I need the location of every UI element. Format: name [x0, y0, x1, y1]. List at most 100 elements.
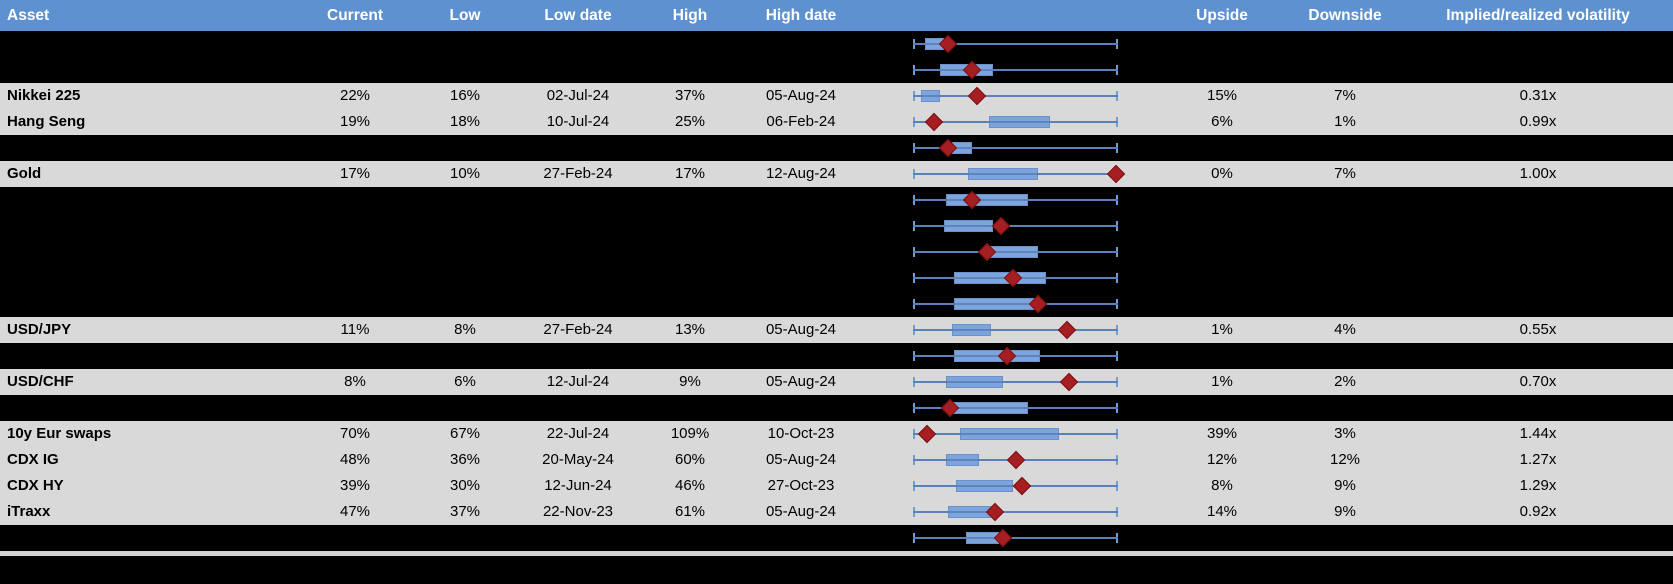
cell-low-date	[503, 265, 653, 291]
cell-high: 61%	[674, 503, 706, 520]
cell-low: 8%	[454, 321, 476, 338]
cell-high	[640, 343, 740, 369]
cell-upside	[1162, 213, 1282, 239]
whisker-line-overlay	[913, 173, 1118, 175]
asset-label	[7, 239, 299, 265]
cell-high-date	[726, 265, 876, 291]
current-marker-diamond	[991, 216, 1011, 236]
cell-current: 39%	[339, 477, 371, 494]
cell-downside	[1285, 57, 1405, 83]
cell-current: 8%	[344, 373, 366, 390]
cell-implied-realized-volatility: 0.70x	[1519, 373, 1557, 390]
table-body: Nikkei 225 22% 16% 02-Jul-24 37% 05-Aug-…	[0, 31, 1673, 551]
cell-high-date: 05-Aug-24	[765, 87, 837, 104]
cell-downside	[1285, 265, 1405, 291]
cell-high-date: 06-Feb-24	[766, 113, 836, 130]
cell-high	[640, 291, 740, 317]
cell-high	[640, 395, 740, 421]
asset-label: USD/JPY	[7, 321, 72, 338]
cell-upside: 1%	[1211, 321, 1233, 338]
cell-downside: 1%	[1334, 113, 1356, 130]
cell-low-date	[503, 343, 653, 369]
cell-low: 16%	[449, 87, 481, 104]
cell-current: 48%	[339, 451, 371, 468]
range-plot	[905, 31, 1125, 57]
cell-low-date: 27-Feb-24	[543, 165, 613, 182]
table-row: CDX IG 48% 36% 20-May-24 60% 05-Aug-24 1…	[0, 447, 1673, 473]
cell-implied-realized-volatility: 1.29x	[1519, 477, 1557, 494]
cell-low-date	[503, 395, 653, 421]
cell-implied-realized-volatility	[1418, 291, 1658, 317]
asset-label: CDX HY	[7, 477, 64, 494]
cell-low-date	[503, 239, 653, 265]
range-plot	[905, 161, 1126, 187]
cell-downside	[1285, 239, 1405, 265]
range-plot	[905, 187, 1125, 213]
table-row	[0, 265, 1673, 291]
whisker-line-overlay	[913, 537, 1118, 539]
whisker-line-overlay	[913, 43, 1118, 45]
cell-upside	[1162, 291, 1282, 317]
cell-implied-realized-volatility	[1418, 135, 1658, 161]
cell-downside: 3%	[1334, 425, 1356, 442]
range-plot	[905, 213, 1125, 239]
cell-downside: 12%	[1329, 451, 1361, 468]
cell-high: 109%	[670, 425, 710, 442]
whisker-line-overlay	[913, 433, 1118, 435]
cell-implied-realized-volatility	[1418, 57, 1658, 83]
cell-upside: 12%	[1206, 451, 1238, 468]
cell-low-date: 20-May-24	[542, 451, 614, 468]
range-plot	[905, 57, 1125, 83]
cell-implied-realized-volatility	[1418, 213, 1658, 239]
cell-high: 46%	[674, 477, 706, 494]
whisker-line-overlay	[913, 251, 1118, 253]
range-plot	[905, 109, 1125, 135]
asset-label	[7, 213, 299, 239]
cell-high	[640, 31, 740, 57]
cell-low	[415, 187, 515, 213]
cell-implied-realized-volatility	[1418, 343, 1658, 369]
range-plot	[905, 83, 1125, 109]
cell-implied-realized-volatility: 1.44x	[1519, 425, 1557, 442]
table-row	[0, 213, 1673, 239]
bottom-divider	[0, 551, 1673, 556]
cell-upside	[1162, 31, 1282, 57]
asset-label	[7, 291, 299, 317]
cell-current	[305, 395, 405, 421]
cell-high: 13%	[674, 321, 706, 338]
cell-current: 47%	[339, 503, 371, 520]
cell-upside	[1162, 265, 1282, 291]
cell-high: 9%	[679, 373, 701, 390]
cell-implied-realized-volatility: 0.99x	[1519, 113, 1557, 130]
asset-label: iTraxx	[7, 503, 51, 520]
whisker-line-overlay	[913, 381, 1118, 383]
cell-low-date	[503, 213, 653, 239]
cell-high-date: 12-Aug-24	[765, 165, 837, 182]
range-plot	[905, 447, 1125, 473]
cell-high-date	[726, 395, 876, 421]
cell-high	[640, 135, 740, 161]
cell-high-date	[726, 135, 876, 161]
cell-upside	[1162, 395, 1282, 421]
asset-label	[7, 187, 299, 213]
current-marker-diamond	[1012, 476, 1031, 496]
cell-current	[305, 57, 405, 83]
table-row	[0, 291, 1673, 317]
cell-downside	[1285, 31, 1405, 57]
asset-label	[7, 343, 299, 369]
range-plot	[905, 291, 1125, 317]
cell-high-date: 27-Oct-23	[767, 477, 835, 494]
cell-high: 17%	[674, 165, 706, 182]
cell-high	[640, 213, 740, 239]
header-cell-low-date: Low date	[544, 7, 612, 24]
cell-downside: 9%	[1334, 503, 1356, 520]
cell-high	[640, 265, 740, 291]
cell-low	[415, 213, 515, 239]
cell-high	[640, 57, 740, 83]
cell-current: 11%	[340, 321, 370, 338]
range-plot	[905, 239, 1125, 265]
bottom-black-band	[0, 556, 1673, 584]
table-row: USD/CHF 8% 6% 12-Jul-24 9% 05-Aug-24 1% …	[0, 369, 1673, 395]
cell-downside	[1285, 135, 1405, 161]
asset-label	[7, 525, 299, 551]
